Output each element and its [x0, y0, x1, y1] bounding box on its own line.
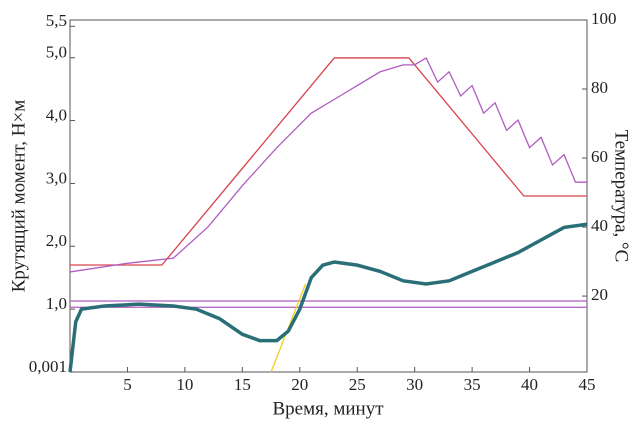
y2-tick-label: 40: [591, 216, 608, 235]
x-tick-label: 25: [349, 375, 366, 394]
x-tick-label: 35: [464, 375, 481, 394]
y-tick-label: 5,5: [46, 11, 67, 30]
y-tick-label: 5,0: [46, 43, 67, 62]
x-tick-label: 20: [291, 375, 308, 394]
x-tick-label: 5: [123, 375, 132, 394]
y2-tick-label: 100: [591, 9, 617, 28]
line: [69, 57, 587, 273]
x-tick-label: 10: [176, 375, 193, 394]
line: [68, 222, 588, 373]
y-tick-label: 4,0: [46, 105, 67, 124]
plot-frame: [69, 19, 588, 373]
line: [70, 57, 587, 266]
y2-axis-label: Температура, °С: [611, 130, 632, 263]
x-axis-label: Время, минут: [272, 398, 384, 419]
y-tick-label: 0,001: [29, 357, 67, 376]
y2-tick-label: 20: [591, 285, 608, 304]
y2-tick-label: 60: [591, 147, 608, 166]
y2-tick-label: 80: [591, 78, 608, 97]
x-tick-label: 40: [521, 375, 538, 394]
x-tick-label: 15: [234, 375, 251, 394]
y-tick-label: 1,0: [46, 294, 67, 313]
y-tick-label: 3,0: [46, 168, 67, 187]
y-axis-label: Крутящий момент, Н×м: [8, 100, 29, 293]
x-tick-label: 45: [579, 375, 596, 394]
y-tick-label: 2,0: [46, 231, 67, 250]
x-tick-label: 30: [406, 375, 423, 394]
